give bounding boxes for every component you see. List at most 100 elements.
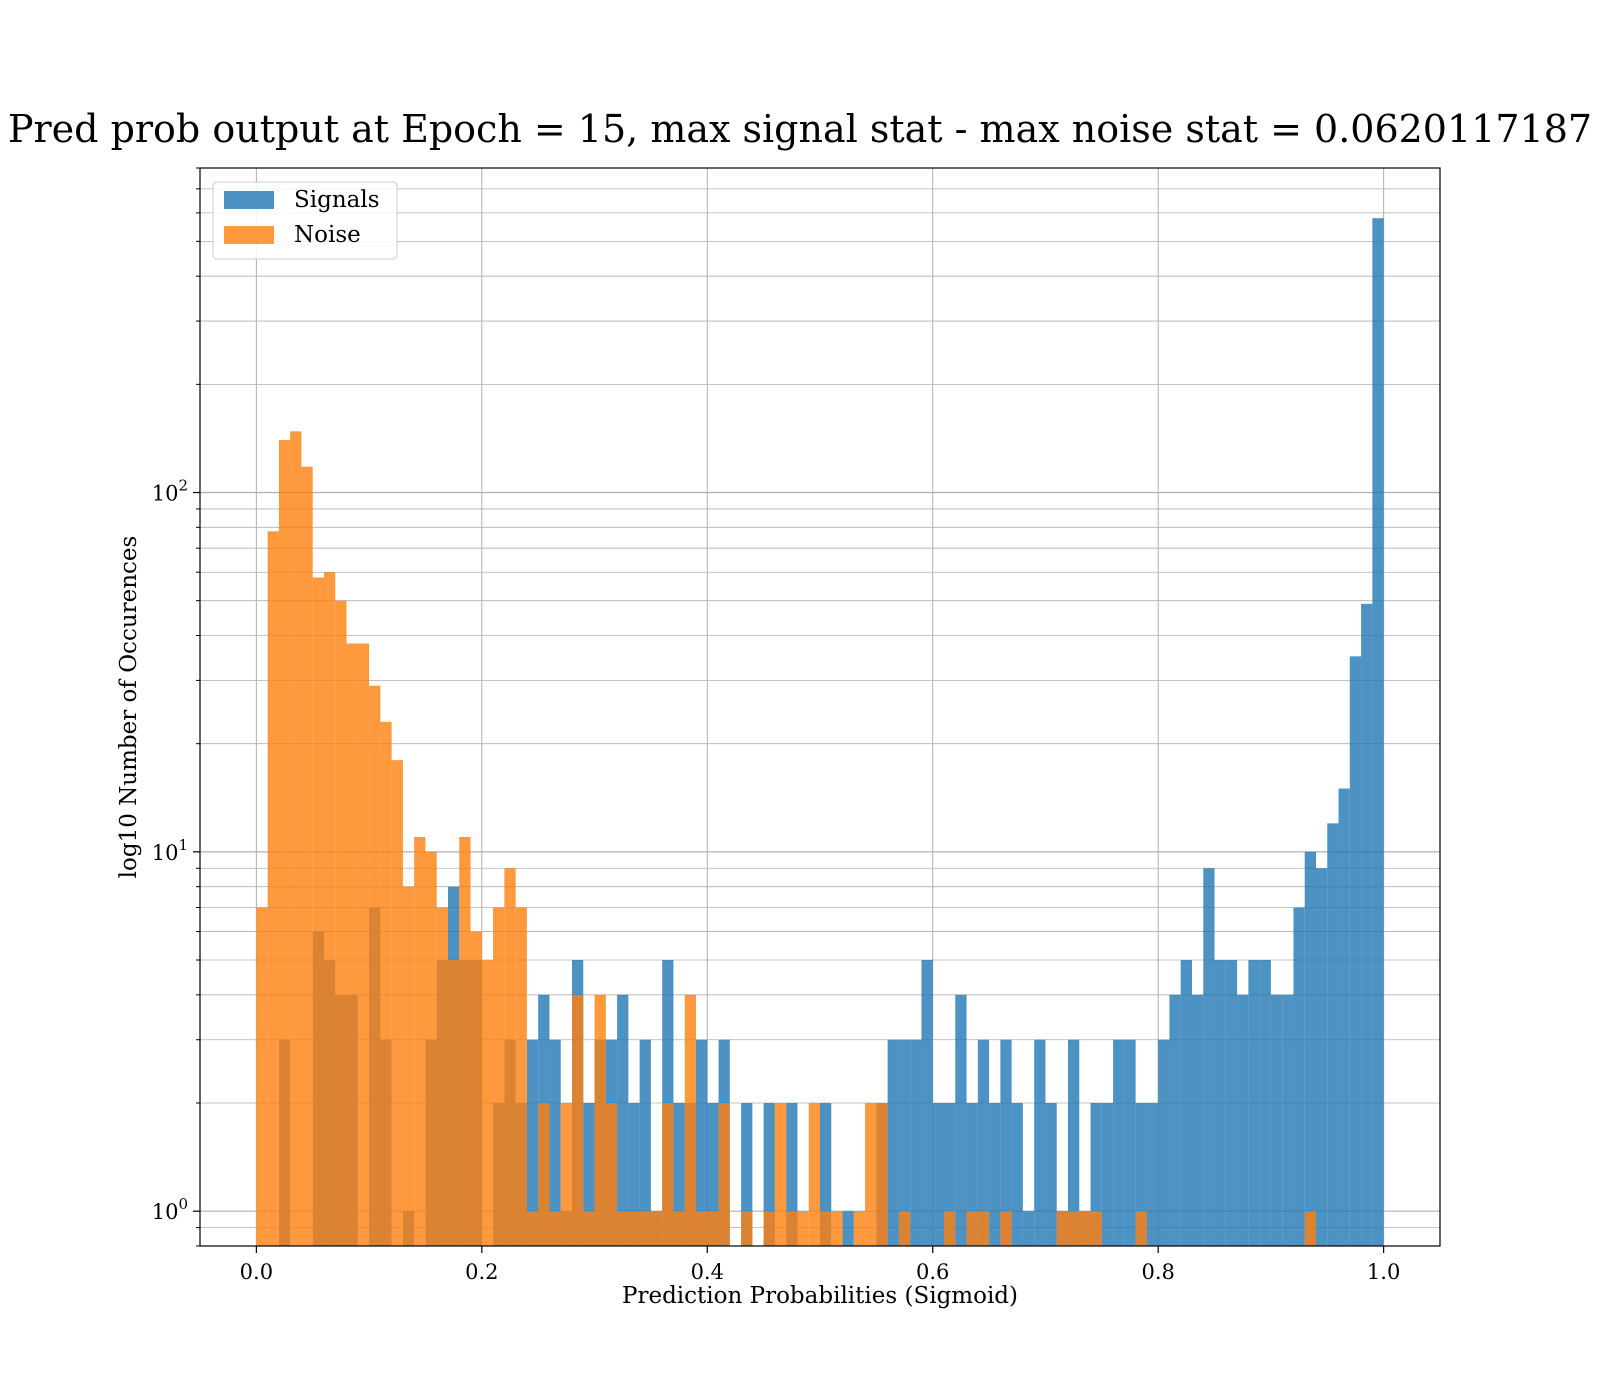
- noise-bar: [786, 1211, 798, 1246]
- noise-bar: [493, 907, 505, 1246]
- signals-bar: [887, 1039, 899, 1246]
- noise-bar: [583, 1211, 595, 1246]
- signals-bar: [921, 960, 933, 1246]
- noise-bar: [1000, 1211, 1012, 1246]
- noise-bar: [1135, 1211, 1147, 1246]
- x-tick-label: 0.2: [465, 1260, 498, 1284]
- signals-bar: [1361, 603, 1373, 1246]
- noise-bar: [459, 836, 471, 1246]
- noise-bar: [831, 1211, 843, 1246]
- signals-bar: [1090, 1103, 1102, 1246]
- signals-bar: [1316, 868, 1328, 1246]
- noise-bar: [1304, 1211, 1316, 1246]
- y-tick-label: 102: [152, 477, 188, 506]
- noise-bar: [256, 907, 268, 1246]
- noise-bar: [763, 1211, 775, 1246]
- signals-bar: [1169, 994, 1181, 1246]
- signals-bar: [526, 1039, 539, 1246]
- noise-bar: [650, 1211, 663, 1246]
- noise-bar: [898, 1211, 911, 1246]
- signals-bar: [763, 1103, 775, 1246]
- signals-bar: [1203, 868, 1215, 1246]
- signals-bar: [673, 1103, 685, 1246]
- noise-bar: [1068, 1211, 1080, 1246]
- signals-bar: [1270, 994, 1283, 1246]
- noise-bar: [718, 1103, 730, 1246]
- y-axis-label: log10 Number of Occurences: [116, 536, 142, 879]
- noise-bar: [278, 440, 291, 1246]
- signals-bar: [696, 1039, 708, 1246]
- legend-label-signals: Signals: [294, 187, 380, 213]
- noise-bar: [628, 1211, 640, 1246]
- signals-bar: [628, 1103, 640, 1246]
- x-axis-label: Prediction Probabilities (Sigmoid): [622, 1283, 1018, 1309]
- signals-bar: [1259, 960, 1271, 1246]
- signals-bar: [1011, 1103, 1023, 1246]
- signals-bar: [955, 994, 967, 1246]
- signals-bar: [1293, 907, 1305, 1246]
- x-tick-label: 0.4: [691, 1260, 724, 1284]
- noise-bar: [560, 1103, 572, 1246]
- signals-bar: [741, 1103, 753, 1246]
- noise-bar: [312, 577, 324, 1246]
- noise-bar: [538, 1103, 550, 1246]
- signals-bar: [1124, 1039, 1136, 1246]
- noise-bar: [673, 1211, 685, 1246]
- signals-bar: [707, 1103, 719, 1246]
- signals-bar: [639, 1039, 651, 1246]
- noise-bar: [1056, 1211, 1068, 1246]
- signals-bar: [1101, 1103, 1114, 1246]
- signals-bar: [617, 994, 629, 1246]
- noise-bar: [369, 685, 381, 1246]
- noise-bar: [357, 643, 370, 1246]
- signals-bar: [1248, 960, 1260, 1246]
- noise-bar: [470, 931, 482, 1246]
- legend-swatch-noise: [224, 226, 274, 244]
- noise-bar: [741, 1211, 753, 1246]
- noise-bar: [335, 600, 347, 1246]
- noise-bar: [324, 572, 336, 1246]
- signals-bar: [1225, 960, 1238, 1246]
- x-tick-label: 1.0: [1367, 1260, 1400, 1284]
- noise-bar: [290, 431, 302, 1247]
- noise-bar: [853, 1211, 866, 1246]
- legend: Signals Noise: [212, 181, 398, 260]
- signals-bar: [1192, 994, 1204, 1246]
- noise-bar: [820, 1211, 832, 1246]
- x-tick-label: 0.8: [1141, 1260, 1174, 1284]
- signals-bar: [1237, 994, 1249, 1246]
- signals-bar: [1022, 1211, 1035, 1246]
- signals-bar: [944, 1103, 956, 1246]
- signals-bar: [1000, 1039, 1012, 1246]
- noise-bar: [977, 1211, 990, 1246]
- x-tick-label: 0.0: [240, 1260, 273, 1284]
- signals-bar: [1304, 851, 1316, 1246]
- signals-bar: [910, 1039, 922, 1246]
- y-tick-label: 101: [152, 836, 188, 865]
- legend-swatch-signals: [224, 191, 274, 209]
- noise-bar: [774, 1103, 787, 1246]
- signals-bar: [786, 1103, 798, 1246]
- noise-bar: [526, 1211, 539, 1246]
- noise-bar: [865, 1103, 877, 1246]
- signals-bar: [1327, 823, 1339, 1246]
- noise-bar: [1079, 1211, 1091, 1246]
- noise-bar: [402, 886, 415, 1246]
- noise-bar: [797, 1211, 809, 1246]
- signals-bar: [1068, 1039, 1080, 1246]
- signals-bar: [1372, 218, 1384, 1247]
- noise-bar: [605, 1103, 618, 1246]
- signals-bar: [966, 1103, 978, 1246]
- signals-bar: [1282, 994, 1294, 1246]
- noise-bar: [436, 907, 448, 1246]
- noise-bar: [639, 1211, 651, 1246]
- noise-bar: [301, 466, 313, 1246]
- signals-bar: [1113, 1039, 1125, 1246]
- noise-bar: [515, 907, 527, 1246]
- noise-bar: [549, 1211, 561, 1246]
- noise-bar: [707, 1211, 719, 1246]
- noise-bar: [504, 868, 516, 1246]
- legend-label-noise: Noise: [294, 222, 361, 248]
- noise-bar: [944, 1211, 956, 1246]
